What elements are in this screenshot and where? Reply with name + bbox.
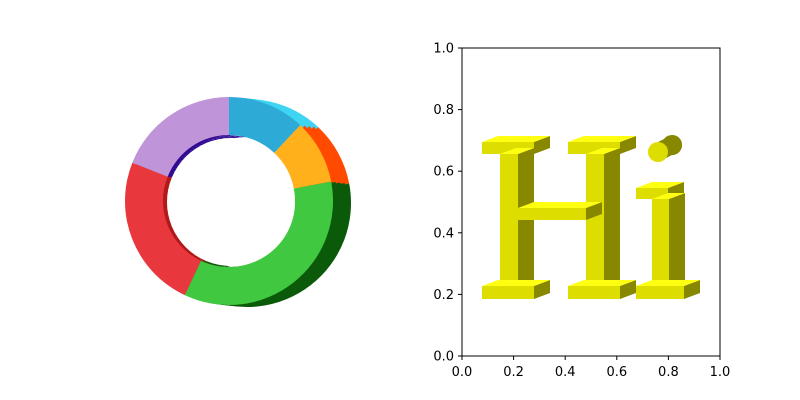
- h-serif-bottom-right-top: [568, 280, 636, 286]
- i-serif-top-front: [636, 188, 668, 199]
- i-stem-front: [652, 199, 669, 286]
- h-stem-right-front: [586, 154, 604, 286]
- donut-slice-1: [274, 125, 332, 189]
- i-serif-bottom-front: [636, 286, 684, 299]
- h-serif-bottom-right-side: [620, 280, 636, 299]
- h-stem-right: [586, 148, 620, 286]
- donut-inner-wall-4-21: [219, 135, 241, 138]
- h-serif-top-right-top: [568, 136, 636, 142]
- h-stem-right-top: [586, 148, 620, 154]
- axes-panel: 0.0 0.2 0.4 0.6 0.8 1.0 0.0 0.2 0.4 0.6 0.8 1.0: [433, 42, 730, 381]
- donut-slice-0: [229, 97, 301, 153]
- x-tick-label-3: 0.6: [606, 365, 627, 380]
- h-serif-bottom-right-front: [568, 286, 620, 299]
- donut-chart: [125, 97, 351, 308]
- h-stem-left-top: [500, 148, 534, 154]
- donut-slice-4: [132, 97, 229, 177]
- i-serif-top-top: [636, 182, 684, 188]
- h-serif-bottom-left-front: [482, 286, 534, 299]
- i-stem-top: [652, 193, 685, 199]
- i-stem: [652, 193, 685, 286]
- i-serif-bottom-top: [636, 280, 700, 286]
- h-crossbar: [518, 202, 602, 220]
- donut-slice-3: [125, 162, 201, 296]
- axes-frame: [461, 47, 721, 357]
- y-tick-label-2: 0.4: [433, 226, 454, 241]
- i-serif-bottom-side: [684, 280, 700, 299]
- h-crossbar-front: [518, 208, 586, 220]
- y-tick-label-3: 0.6: [433, 165, 454, 180]
- x-tick-label-2: 0.4: [555, 365, 576, 380]
- x-tick-label-1: 0.2: [503, 365, 524, 380]
- hi-3d-text: [482, 135, 700, 299]
- x-tick-label-4: 0.8: [658, 365, 679, 380]
- donut-inner-wall-2-22: [206, 263, 231, 267]
- i-dot: [648, 135, 682, 162]
- x-tick-label-5: 1.0: [710, 365, 731, 380]
- donut-inner-wall-4-20: [215, 135, 238, 139]
- donut-inner-wall-4-23: [225, 135, 247, 138]
- i-serif-bottom: [636, 280, 700, 299]
- y-tick-label-4: 0.8: [433, 103, 454, 118]
- h-stem-left-front: [500, 154, 518, 286]
- y-tick-label-1: 0.2: [433, 288, 454, 303]
- i-dot-front: [648, 142, 668, 162]
- donut-slice-2: [184, 181, 333, 306]
- h-serif-bottom-left-side: [534, 280, 550, 299]
- i-stem-side: [669, 193, 685, 286]
- donut-inner-wall-4-22: [222, 135, 244, 138]
- x-tick-label-0: 0.0: [452, 365, 473, 380]
- h-stem-right-side: [604, 148, 620, 286]
- h-serif-bottom-left-top: [482, 280, 550, 286]
- h-serif-top-left-top: [482, 136, 550, 142]
- h-serif-bottom-left: [482, 280, 550, 299]
- h-crossbar-top: [518, 202, 602, 208]
- y-tick-label-5: 1.0: [433, 42, 454, 57]
- y-tick-label-0: 0.0: [433, 350, 454, 365]
- h-serif-bottom-right: [568, 280, 636, 299]
- donut-center: [167, 138, 295, 266]
